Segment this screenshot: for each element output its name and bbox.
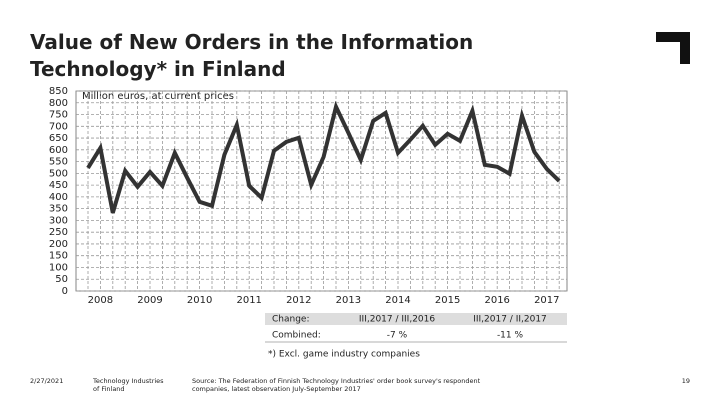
y-tick-label: 600 bbox=[49, 145, 68, 156]
subtitle: Million euros, at current prices bbox=[82, 91, 234, 102]
y-tick-label: 450 bbox=[49, 180, 68, 191]
y-tick-label: 500 bbox=[49, 168, 68, 179]
y-tick-label: 200 bbox=[49, 239, 68, 250]
y-tick-label: 650 bbox=[49, 133, 68, 144]
page-number: 19 bbox=[682, 377, 690, 385]
table-cell: -11 % bbox=[497, 331, 524, 341]
logo bbox=[656, 32, 690, 64]
y-tick-label: 0 bbox=[62, 286, 68, 297]
table-cell: Combined: bbox=[272, 331, 321, 341]
footer-date: 2/27/2021 bbox=[30, 377, 63, 385]
x-tick-label: 2011 bbox=[236, 295, 261, 306]
data-line bbox=[86, 100, 561, 214]
footer-source: companies, latest observation July-Septe… bbox=[192, 385, 361, 393]
y-tick-label: 250 bbox=[49, 227, 68, 238]
x-tick-label: 2008 bbox=[88, 295, 113, 306]
footer-org: of Finland bbox=[93, 385, 125, 393]
y-tick-label: 50 bbox=[55, 274, 68, 285]
y-tick-label: 850 bbox=[49, 86, 68, 97]
table-cell: III,2017 / II,2017 bbox=[473, 315, 547, 325]
title-line: Technology* in Finland bbox=[30, 57, 286, 81]
table-cell: -7 % bbox=[387, 331, 408, 341]
x-tick-label: 2014 bbox=[385, 295, 410, 306]
table-cell: Change: bbox=[272, 315, 310, 325]
y-tick-label: 300 bbox=[49, 215, 68, 226]
y-tick-label: 700 bbox=[49, 121, 68, 132]
table-cell: III,2017 / III,2016 bbox=[359, 315, 435, 325]
table-header-bg bbox=[265, 313, 567, 325]
y-tick-label: 150 bbox=[49, 251, 68, 262]
x-tick-label: 2016 bbox=[484, 295, 509, 306]
footer-source: Source: The Federation of Finnish Techno… bbox=[192, 377, 481, 385]
y-tick-label: 350 bbox=[49, 204, 68, 215]
title-line: Value of New Orders in the Information bbox=[30, 30, 473, 54]
footer-org: Technology Industries bbox=[92, 377, 164, 385]
x-tick-label: 2015 bbox=[435, 295, 460, 306]
x-tick-label: 2013 bbox=[336, 295, 361, 306]
y-tick-label: 800 bbox=[49, 98, 68, 109]
y-tick-label: 100 bbox=[49, 262, 68, 273]
x-tick-label: 2009 bbox=[137, 295, 162, 306]
x-tick-label: 2017 bbox=[534, 295, 559, 306]
y-tick-label: 400 bbox=[49, 192, 68, 203]
x-tick-label: 2010 bbox=[187, 295, 212, 306]
y-tick-label: 550 bbox=[49, 157, 68, 168]
x-tick-label: 2012 bbox=[286, 295, 311, 306]
y-tick-label: 750 bbox=[49, 110, 68, 121]
footnote: *) Excl. game industry companies bbox=[268, 350, 420, 360]
